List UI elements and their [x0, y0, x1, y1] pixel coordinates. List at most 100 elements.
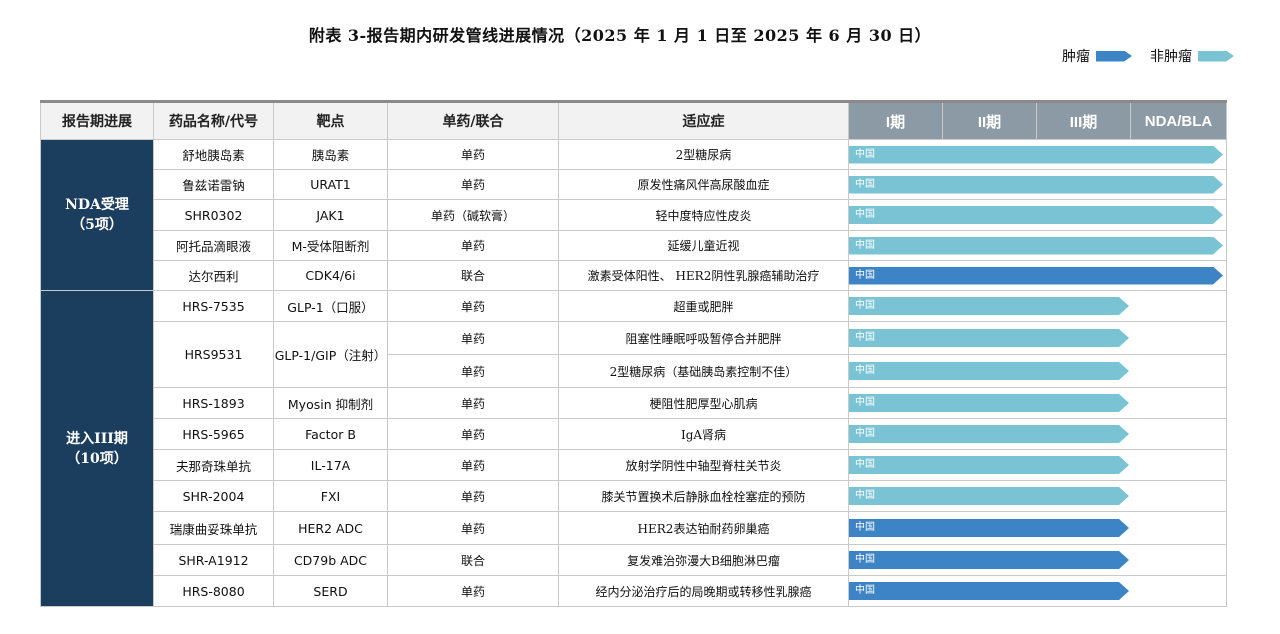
- table-row: HRS-5965 Factor B 单药 IgA肾病 中国: [41, 418, 1227, 450]
- progress-track: 中国: [848, 199, 1227, 231]
- target-cell: URAT1: [273, 169, 388, 200]
- mode-cell: 单药: [387, 321, 559, 355]
- table-row: NDA受理 （5项） 舒地胰岛素 胰岛素 单药 2型糖尿病 中国: [40, 139, 1227, 291]
- indication-cell: 延缓儿童近视: [558, 230, 849, 261]
- progress-track: 中国: [848, 139, 1227, 170]
- progress-track: 中国: [848, 387, 1227, 419]
- drug-name-cell: 瑞康曲妥珠单抗: [153, 511, 274, 545]
- mode-cell: 单药: [387, 290, 559, 322]
- drug-name-cell: SHR-A1912: [153, 544, 274, 576]
- progress-bar: 中国: [849, 329, 1129, 347]
- progress-group-count: （5项）: [71, 217, 123, 233]
- target-cell: JAK1: [273, 199, 388, 231]
- mode-cell: 单药: [387, 139, 559, 170]
- progress-bar: 中国: [849, 394, 1129, 412]
- mode-cell: 单药: [387, 480, 559, 512]
- progress-bar: 中国: [849, 146, 1223, 164]
- header-indication: 适应症: [558, 100, 849, 140]
- progress-track: 中国: [848, 321, 1227, 355]
- indication-cell: 梗阻性肥厚型心肌病: [558, 387, 849, 419]
- table-row: 瑞康曲妥珠单抗 HER2 ADC 单药 HER2表达铂耐药卵巢癌 中国: [41, 511, 1227, 545]
- indication-cell: 轻中度特应性皮炎: [558, 199, 849, 231]
- progress-group: NDA受理 （5项）: [40, 139, 154, 291]
- legend-non-oncology-label: 非肿瘤: [1150, 49, 1192, 65]
- mode-cell: 单药: [387, 418, 559, 450]
- progress-track: 中国: [848, 480, 1227, 512]
- mode-cell: 单药: [387, 230, 559, 261]
- indication-cell: 复发难治弥漫大B细胞淋巴瘤: [558, 544, 849, 576]
- target-cell: M-受体阻断剂: [273, 230, 388, 261]
- table-row: 鲁兹诺雷钠 URAT1 单药 原发性痛风伴高尿酸血症 中国: [41, 169, 1227, 200]
- legend-non-oncology-arrow-icon: [1198, 50, 1234, 62]
- target-cell: FXI: [273, 480, 388, 512]
- table-row: 单药 2型糖尿病（基础胰岛素控制不佳） 中国: [41, 354, 1227, 388]
- mode-cell: 单药（碱软膏）: [387, 199, 559, 231]
- header-phase3: III期: [1036, 100, 1131, 140]
- drug-name-cell: 阿托品滴眼液: [153, 230, 274, 261]
- header-nda: NDA/BLA: [1130, 100, 1227, 140]
- progress-group-label: NDA受理: [65, 197, 129, 213]
- progress-bar: 中国: [849, 297, 1129, 315]
- drug-name-cell: SHR-2004: [153, 480, 274, 512]
- drug-name-cell: HRS-8080: [153, 575, 274, 607]
- indication-cell: 膝关节置换术后静脉血栓栓塞症的预防: [558, 480, 849, 512]
- indication-cell: IgA肾病: [558, 418, 849, 450]
- indication-cell: 阻塞性睡眠呼吸暂停合并肥胖: [558, 321, 849, 355]
- progress-group-count: （10项）: [66, 450, 128, 467]
- target-cell: Myosin 抑制剂: [273, 387, 388, 419]
- table-row: 达尔西利 CDK4/6i 联合 激素受体阳性、 HER2阴性乳腺癌辅助治疗 中国: [41, 260, 1227, 291]
- drug-name-cell: HRS-5965: [153, 418, 274, 450]
- mode-cell: 单药: [387, 575, 559, 607]
- progress-track: 中国: [848, 575, 1227, 607]
- drug-name-cell: SHR0302: [153, 199, 274, 231]
- progress-bar: 中国: [849, 267, 1223, 285]
- header-phase1: I期: [848, 100, 943, 140]
- target-cell: CD79b ADC: [273, 544, 388, 576]
- table-row: HRS9531 GLP-1/GIP（注射） 单药 阻塞性睡眠呼吸暂停合并肥胖 中国: [41, 321, 1227, 388]
- drug-name-cell: 夫那奇珠单抗: [153, 449, 274, 481]
- progress-group: 进入III期 （10项）: [40, 290, 154, 607]
- header-row: 报告期进展 药品名称/代号 靶点 单药/联合 适应症 I期 II期 III期 N…: [40, 100, 1227, 140]
- mode-cell: 单药: [387, 354, 559, 388]
- mode-cell: 联合: [387, 260, 559, 291]
- mode-cell: 单药: [387, 511, 559, 545]
- mode-cell: 单药: [387, 169, 559, 200]
- progress-bar: 中国: [849, 362, 1129, 380]
- indication-cell: 超重或肥胖: [558, 290, 849, 322]
- table-body: NDA受理 （5项） 舒地胰岛素 胰岛素 单药 2型糖尿病 中国 鲁兹诺雷钠 URAT1 单药 原发…: [40, 139, 1227, 607]
- table-row: SHR-A1912 CD79b ADC 联合 复发难治弥漫大B细胞淋巴瘤 中国: [41, 544, 1227, 576]
- progress-track: 中国: [848, 449, 1227, 481]
- table-row: 夫那奇珠单抗 IL-17A 单药 放射学阴性中轴型脊柱关节炎 中国: [41, 449, 1227, 481]
- target-cell: GLP-1（口服）: [273, 290, 388, 322]
- header-drug: 药品名称/代号: [153, 100, 274, 140]
- table-row: SHR-2004 FXI 单药 膝关节置换术后静脉血栓栓塞症的预防 中国: [41, 480, 1227, 512]
- indication-cell: 原发性痛风伴高尿酸血症: [558, 169, 849, 200]
- progress-track: 中国: [848, 544, 1227, 576]
- progress-bar: 中国: [849, 519, 1129, 537]
- progress-track: 中国: [848, 511, 1227, 545]
- indication-cell: HER2表达铂耐药卵巢癌: [558, 511, 849, 545]
- header-progress: 报告期进展: [40, 100, 154, 140]
- drug-name-cell: 鲁兹诺雷钠: [153, 169, 274, 200]
- indication-cell: 放射学阴性中轴型脊柱关节炎: [558, 449, 849, 481]
- mode-cell: 单药: [387, 387, 559, 419]
- progress-bar: 中国: [849, 456, 1129, 474]
- legend: 肿瘤 非肿瘤: [1062, 46, 1234, 66]
- header-mode: 单药/联合: [387, 100, 559, 140]
- indication-cell: 2型糖尿病（基础胰岛素控制不佳）: [558, 354, 849, 388]
- table-row: 进入III期 （10项） HRS-7535 GLP-1（口服） 单药 超重或肥胖 中国: [40, 290, 1227, 607]
- progress-bar: 中国: [849, 237, 1223, 255]
- target-cell: IL-17A: [273, 449, 388, 481]
- mode-cell: 联合: [387, 544, 559, 576]
- drug-name-cell: HRS-7535: [153, 290, 274, 322]
- indication-cell: 经内分泌治疗后的局晚期或转移性乳腺癌: [558, 575, 849, 607]
- progress-bar: 中国: [849, 425, 1129, 443]
- pipeline-table: 报告期进展 药品名称/代号 靶点 单药/联合 适应症 I期 II期 III期 N…: [40, 100, 1227, 607]
- progress-track: 中国: [848, 230, 1227, 261]
- progress-track: 中国: [848, 169, 1227, 200]
- table-row: HRS-1893 Myosin 抑制剂 单药 梗阻性肥厚型心肌病 中国: [41, 387, 1227, 419]
- legend-oncology: 肿瘤: [1062, 46, 1132, 66]
- target-cell: Factor B: [273, 418, 388, 450]
- header-phase2: II期: [942, 100, 1037, 140]
- progress-bar: 中国: [849, 582, 1129, 600]
